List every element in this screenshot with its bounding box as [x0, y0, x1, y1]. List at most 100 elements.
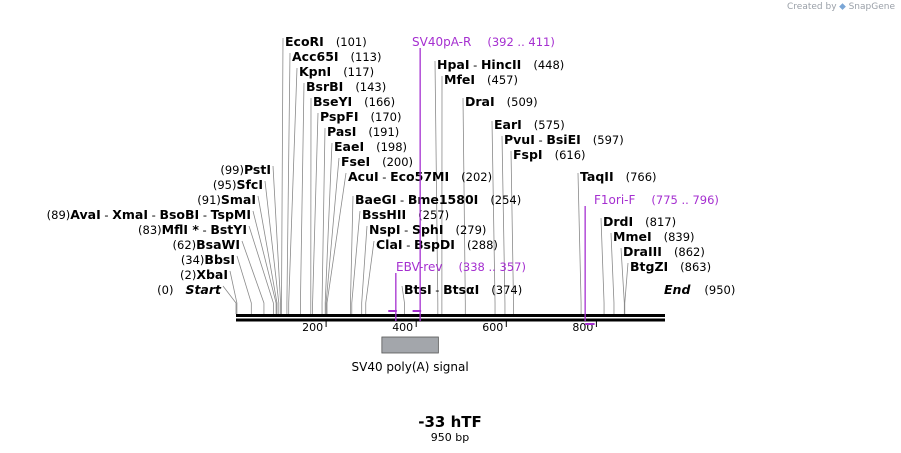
enzyme-label: PasI (191)	[327, 124, 399, 139]
cut-line	[248, 225, 274, 314]
restriction-site-fspi[interactable]: FspI (616)	[513, 147, 586, 162]
restriction-site-eaei[interactable]: EaeI (198)	[334, 139, 407, 154]
restriction-site-bbsi[interactable]: (34)BbsI	[181, 252, 235, 267]
enzyme-name: PvuI	[504, 132, 535, 147]
enzyme-name: AvaI	[70, 207, 100, 222]
enzyme-name: BsiEI	[546, 132, 580, 147]
primer-f1ori-f[interactable]: F1ori-F (775 .. 796)	[584, 193, 719, 325]
restriction-site-ecori[interactable]: EcoRI (101)	[285, 34, 367, 49]
restriction-site-hpai-hincii[interactable]: HpaI - HincII (448)	[437, 57, 564, 72]
restriction-site-nspi-sphi[interactable]: NspI - SphI (279)	[369, 222, 486, 237]
enzyme-label: BsrBI (143)	[306, 79, 386, 94]
site-position: (202)	[461, 170, 492, 184]
site-position: (166)	[364, 95, 395, 109]
restriction-site-drai[interactable]: DraI (509)	[465, 94, 538, 109]
primer-ebv-rev[interactable]: EBV-rev (338 .. 357)	[388, 260, 526, 321]
cut-line	[491, 120, 496, 314]
enzyme-name: SphI	[412, 222, 444, 237]
restriction-site-mmei[interactable]: MmeI (839)	[613, 229, 695, 244]
restriction-site-drdi[interactable]: DrdI (817)	[603, 214, 676, 229]
enzyme-name: FspI	[513, 147, 543, 162]
enzyme-label: TaqII (766)	[580, 169, 657, 184]
cut-line	[236, 255, 252, 314]
feature-sv40-poly-a-signal[interactable]: SV40 poly(A) signal	[352, 336, 469, 374]
end-position: (950)	[704, 283, 735, 297]
cut-line	[501, 135, 506, 314]
start-label: (0) Start	[157, 282, 222, 297]
feature-label: SV40 poly(A) signal	[352, 360, 469, 374]
restriction-site-btgzi[interactable]: BtgZI (863)	[630, 259, 711, 274]
cut-line	[241, 240, 265, 314]
enzyme-label: FseI (200)	[341, 154, 413, 169]
enzyme-name: DraI	[465, 94, 495, 109]
snapgene-credit: Created by ⬥ SnapGene	[787, 2, 895, 12]
credit-prefix: Created by	[787, 2, 837, 12]
site-position: (89)	[47, 208, 71, 222]
enzyme-name: BseYI	[313, 94, 352, 109]
restriction-site-bsawi[interactable]: (62)BsaWI	[173, 237, 240, 252]
feature-box	[381, 336, 439, 354]
enzyme-label: (99)PstI	[220, 162, 271, 177]
enzyme-name: MflI *	[162, 222, 200, 237]
ruler-ticks: 200 400 600 800	[302, 321, 597, 334]
restriction-site-btsi-bts-i[interactable]: BtsI - BtsαI (374)	[404, 282, 522, 297]
restriction-site-draiii[interactable]: DraIII (862)	[623, 244, 705, 259]
restriction-site-mfei[interactable]: MfeI (457)	[444, 72, 518, 87]
cut-line	[312, 112, 319, 314]
enzyme-label: FspI (616)	[513, 147, 586, 162]
tick-label: 400	[392, 321, 413, 334]
restriction-site-taqii[interactable]: TaqII (766)	[580, 169, 657, 184]
restriction-site-eari[interactable]: EarI (575)	[494, 117, 565, 132]
restriction-site-bseyi[interactable]: BseYI (166)	[313, 94, 395, 109]
site-position: (279)	[456, 223, 487, 237]
restriction-site-fsei[interactable]: FseI (200)	[341, 154, 413, 169]
restriction-site-mfli-bstyi[interactable]: (83)MflI * - BstYI	[138, 222, 247, 237]
cut-line	[326, 172, 347, 314]
separator: -	[199, 208, 210, 222]
site-position: (200)	[382, 155, 413, 169]
separator: -	[401, 223, 412, 237]
site-position: (509)	[507, 95, 538, 109]
sequence-end[interactable]: End (950)	[664, 282, 735, 297]
restriction-site-sfci[interactable]: (95)SfcI	[213, 177, 263, 192]
cut-line	[272, 165, 281, 314]
enzyme-name: TaqII	[580, 169, 614, 184]
restriction-site-bsrbi[interactable]: BsrBI (143)	[306, 79, 386, 94]
cut-line	[434, 60, 439, 314]
start-line	[222, 285, 237, 314]
cut-line	[365, 240, 375, 314]
enzyme-name: DrdI	[603, 214, 633, 229]
credit-brand: SnapGene	[848, 2, 895, 12]
cut-line	[321, 127, 326, 314]
restriction-site-xbai[interactable]: (2)XbaI	[180, 267, 228, 282]
separator: -	[535, 133, 546, 147]
restriction-site-acc65i[interactable]: Acc65I (113)	[292, 49, 381, 64]
enzyme-name: NspI	[369, 222, 401, 237]
restriction-site-pspfi[interactable]: PspFI (170)	[320, 109, 401, 124]
site-position: (34)	[181, 253, 205, 267]
restriction-site-clai-bspdi[interactable]: ClaI - BspDI (288)	[376, 237, 498, 252]
cut-line	[286, 52, 291, 314]
restriction-site-pvui-bsiei[interactable]: PvuI - BsiEI (597)	[504, 132, 624, 147]
restriction-site-avai-xmai-bsobi-tspmi[interactable]: (89)AvaI - XmaI - BsoBI - TspMI	[47, 207, 251, 222]
enzyme-name: HincII	[481, 57, 521, 72]
restriction-site-pasi[interactable]: PasI (191)	[327, 124, 399, 139]
backbone-strand-bottom	[236, 318, 665, 322]
site-position: (2)	[180, 268, 196, 282]
restriction-site-baegi-bme1580i[interactable]: BaeGI - Bme1580I (254)	[355, 192, 521, 207]
restriction-site-psti[interactable]: (99)PstI	[220, 162, 271, 177]
cut-site-lines	[222, 37, 629, 314]
enzyme-label: DraIII (862)	[623, 244, 705, 259]
site-position: (99)	[220, 163, 244, 177]
primer-name: EBV-rev	[396, 260, 442, 274]
site-position: (257)	[418, 208, 449, 222]
restriction-site-kpni[interactable]: KpnI (117)	[299, 64, 374, 79]
restriction-site-smai[interactable]: (91)SmaI	[197, 192, 256, 207]
restriction-site-bsshii[interactable]: BssHII (257)	[362, 207, 449, 222]
enzyme-label: MfeI (457)	[444, 72, 518, 87]
primer-sv40pa-r[interactable]: SV40pA-R (392 .. 411)	[412, 35, 555, 321]
sequence-start[interactable]: (0) Start	[157, 282, 222, 297]
enzyme-name: XbaI	[196, 267, 228, 282]
enzyme-name: ClaI	[376, 237, 403, 252]
